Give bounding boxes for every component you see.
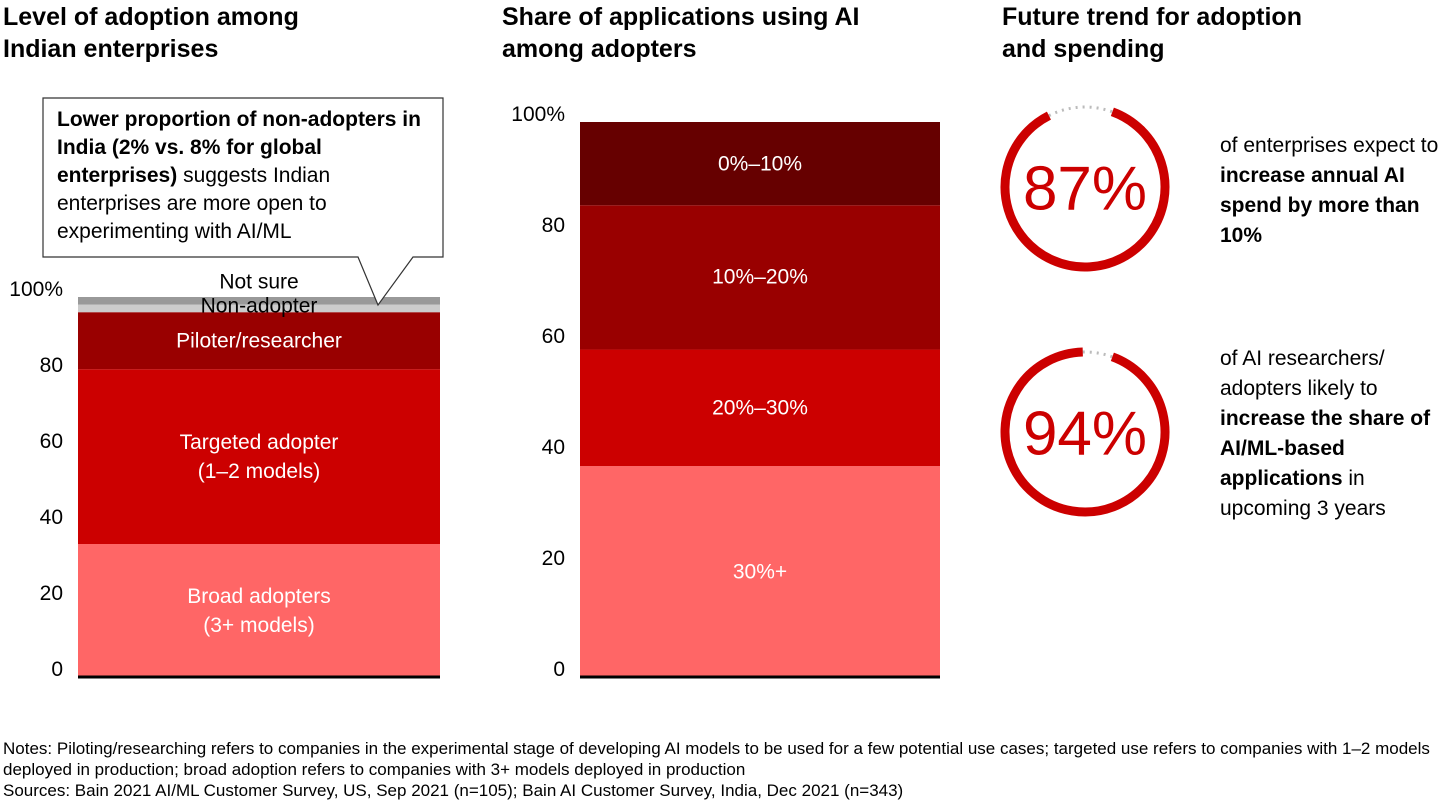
callout-bold: Lower proportion of non-adopters in Indi… xyxy=(57,108,421,187)
segment-label: Not sure xyxy=(219,270,299,294)
bar-segment xyxy=(78,297,440,305)
segment-label: Non-adopter xyxy=(200,294,318,318)
segment-label: Broad adopters (3+ models) xyxy=(187,584,331,637)
y-tick-label: 80 xyxy=(541,214,565,237)
y-tick-label: 100% xyxy=(9,278,63,301)
y-tick-label: 60 xyxy=(541,325,565,348)
ring-value-label: 94% xyxy=(1022,399,1148,469)
chart-title: Level of adoption among Indian enterpris… xyxy=(3,3,299,63)
ring-value-label: 87% xyxy=(1022,154,1148,224)
bar-segment xyxy=(78,544,440,677)
callout-text: Lower proportion of non-adopters in Indi… xyxy=(57,106,437,246)
y-tick-label: 40 xyxy=(39,506,63,529)
ring-text-run: of AI researchers/ adopters likely to xyxy=(1220,347,1385,400)
ring-remainder xyxy=(1082,350,1113,359)
ring-text-run: of enterprises expect to xyxy=(1220,134,1439,157)
segment-label: Targeted adopter (1–2 models) xyxy=(179,430,339,483)
chart-title: Share of applications using AI among ado… xyxy=(502,3,860,63)
segment-label: 10%–20% xyxy=(712,265,808,289)
bar-segment xyxy=(580,122,940,206)
segment-label: Piloter/researcher xyxy=(176,329,342,353)
y-tick-label: 20 xyxy=(39,582,63,605)
segment-label: 30%+ xyxy=(732,560,788,584)
ring-text: of enterprises expect to increase annual… xyxy=(1220,131,1440,251)
bar-segment xyxy=(78,369,440,544)
ring-arc xyxy=(1000,347,1170,517)
bar-segment xyxy=(580,466,940,677)
y-tick-label: 80 xyxy=(39,354,63,377)
y-tick-label: 20 xyxy=(541,547,565,570)
chart-title: Future trend for adoption and spending xyxy=(1002,3,1302,63)
y-tick-label: 0 xyxy=(553,658,565,681)
y-tick-label: 60 xyxy=(39,430,63,453)
y-tick-label: 0 xyxy=(51,658,63,681)
segment-label: 20%–30% xyxy=(712,396,808,420)
callout-normal: suggests Indian enterprises are more ope… xyxy=(57,164,331,243)
ring-text: of AI researchers/ adopters likely to in… xyxy=(1220,344,1440,524)
bar-segment xyxy=(580,349,940,467)
callout-box xyxy=(42,97,444,307)
segment-label: 0%–10% xyxy=(717,152,803,176)
bar-segment xyxy=(78,312,440,370)
ring-text-run: increase the share of AI/ML-based applic… xyxy=(1220,407,1431,490)
bar-segment xyxy=(580,205,940,350)
ring-arc xyxy=(1000,107,1170,272)
bar-segment xyxy=(78,304,440,313)
notes: Notes: Piloting/researching refers to co… xyxy=(3,739,1430,779)
y-tick-label: 100% xyxy=(511,103,565,126)
ring-text-run: increase annual AI spend by more than 10… xyxy=(1220,164,1420,247)
y-tick-label: 40 xyxy=(541,436,565,459)
sources: Sources: Bain 2021 AI/ML Customer Survey… xyxy=(3,781,904,800)
ring-text-run: in upcoming 3 years xyxy=(1220,467,1386,520)
ring-remainder xyxy=(1048,105,1113,117)
